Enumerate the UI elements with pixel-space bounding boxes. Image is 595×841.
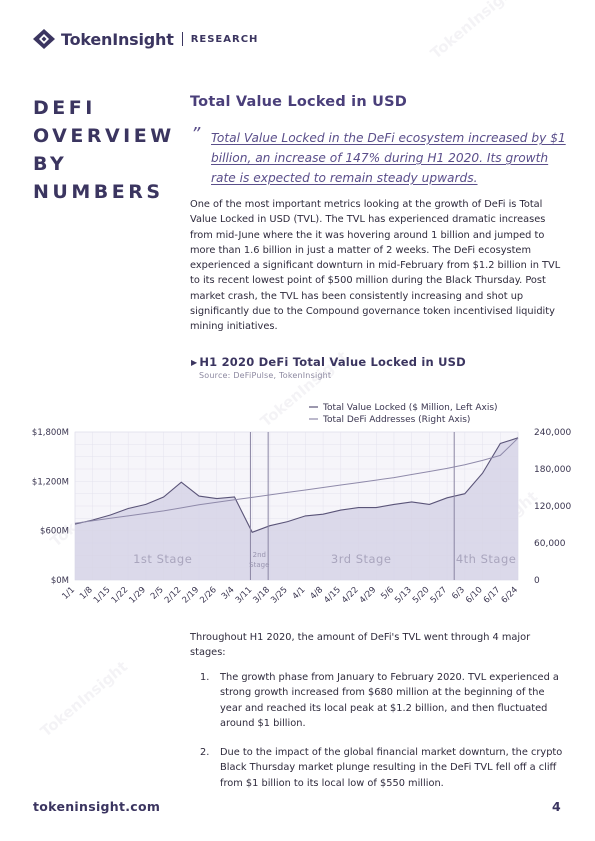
section-title: Total Value Locked in USD <box>190 94 407 110</box>
x-axis-tick: 3/25 <box>269 585 290 606</box>
stage-label: 2nd <box>253 551 266 559</box>
x-axis-tick: 1/1 <box>60 585 77 602</box>
x-axis-tick: 6/10 <box>464 585 485 606</box>
x-axis-tick: 5/27 <box>429 585 450 606</box>
x-axis-tick: 2/26 <box>198 585 219 606</box>
tvl-chart: 1st Stage 2nd Stage 3rd Stage 4th Stage $0M $6… <box>32 403 572 606</box>
stages-intro: Throughout H1 2020, the amount of DeFi's… <box>190 632 531 659</box>
list-text: Due to the impact of the global financia… <box>220 747 563 789</box>
left-axis-tick: $1,200M <box>32 477 69 487</box>
stages-list: 1. The growth phase from January to Febr… <box>200 670 565 805</box>
x-axis-tick: 3/11 <box>234 585 255 606</box>
x-axis-tick: 4/22 <box>340 585 361 606</box>
x-axis-tick: 4/29 <box>358 585 379 606</box>
x-axis-tick: 6/24 <box>500 585 521 606</box>
chart-source: Source: DeFiPulse, TokenInsight <box>199 371 332 380</box>
left-axis-tick: $0M <box>51 576 69 586</box>
x-axis-tick: 2/19 <box>181 585 202 606</box>
chart-title: ▶ H1 2020 DeFi Total Value Locked in USD <box>191 355 466 369</box>
list-number: 1. <box>200 672 210 683</box>
legend-label-addresses: Total DeFi Addresses (Right Axis) <box>322 415 470 425</box>
list-text: The growth phase from January to Februar… <box>220 672 559 729</box>
side-title-line: BY <box>33 153 68 175</box>
stage-label: 4th Stage <box>456 552 517 566</box>
left-axis-tick: $1,800M <box>32 428 69 438</box>
side-title-line: DEFI <box>33 97 96 119</box>
page-number: 4 <box>552 799 561 814</box>
right-axis-tick: 240,000 <box>534 428 571 438</box>
side-title-line: NUMBERS <box>33 181 164 203</box>
left-axis-tick: $600M <box>40 527 69 537</box>
header-logo: TokenInsight RESEARCH <box>33 29 258 49</box>
stage-label: Stage <box>249 561 269 569</box>
right-axis-tick: 0 <box>534 576 540 586</box>
tvl-series-line <box>74 437 519 533</box>
chart-title-text: H1 2020 DeFi Total Value Locked in USD <box>199 355 466 369</box>
list-item: 1. The growth phase from January to Febr… <box>200 670 565 731</box>
stage-label: 1st Stage <box>133 552 192 566</box>
x-axis-tick: 1/29 <box>127 585 148 606</box>
x-axis-tick: 2/12 <box>163 585 184 606</box>
watermark: TokenInsight <box>426 0 522 63</box>
x-axis-tick: 1/22 <box>110 585 131 606</box>
x-axis-tick: 1/15 <box>92 585 113 606</box>
right-axis-tick: 120,000 <box>534 502 571 512</box>
list-item: 2. Due to the impact of the global finan… <box>200 745 565 791</box>
x-axis-tick: 4/1 <box>291 585 308 602</box>
x-axis-tick: 6/17 <box>482 585 503 606</box>
x-axis-tick: 5/20 <box>411 585 432 606</box>
right-axis-tick: 180,000 <box>534 465 571 475</box>
watermark: TokenInsight <box>36 657 132 741</box>
x-axis-tick: 4/15 <box>322 585 343 606</box>
header-divider <box>181 32 183 46</box>
x-axis-tick: 3/18 <box>251 585 272 606</box>
legend-label-tvl: Total Value Locked ($ Million, Left Axis… <box>322 403 498 413</box>
list-number: 2. <box>200 747 210 759</box>
stage-label: 3rd Stage <box>331 552 392 566</box>
header-tag: RESEARCH <box>190 33 259 45</box>
body-paragraph: One of the most important metrics lookin… <box>190 199 561 333</box>
footer-url[interactable]: tokeninsight.com <box>33 799 161 814</box>
side-title-line: OVERVIEW <box>33 125 175 147</box>
brand-name: TokenInsight <box>61 29 174 49</box>
tvl-area <box>75 437 518 580</box>
addresses-series-line <box>74 437 519 524</box>
triangle-icon: ▶ <box>191 358 198 367</box>
side-title: DEFI OVERVIEW BY NUMBERS <box>33 94 175 206</box>
x-axis-tick: 5/13 <box>393 585 414 606</box>
quote-mark: ” <box>191 124 201 145</box>
tokeninsight-logo-icon <box>33 29 55 49</box>
pull-quote: Total Value Locked in the DeFi ecosystem… <box>211 131 566 185</box>
right-axis-tick: 60,000 <box>534 539 566 549</box>
